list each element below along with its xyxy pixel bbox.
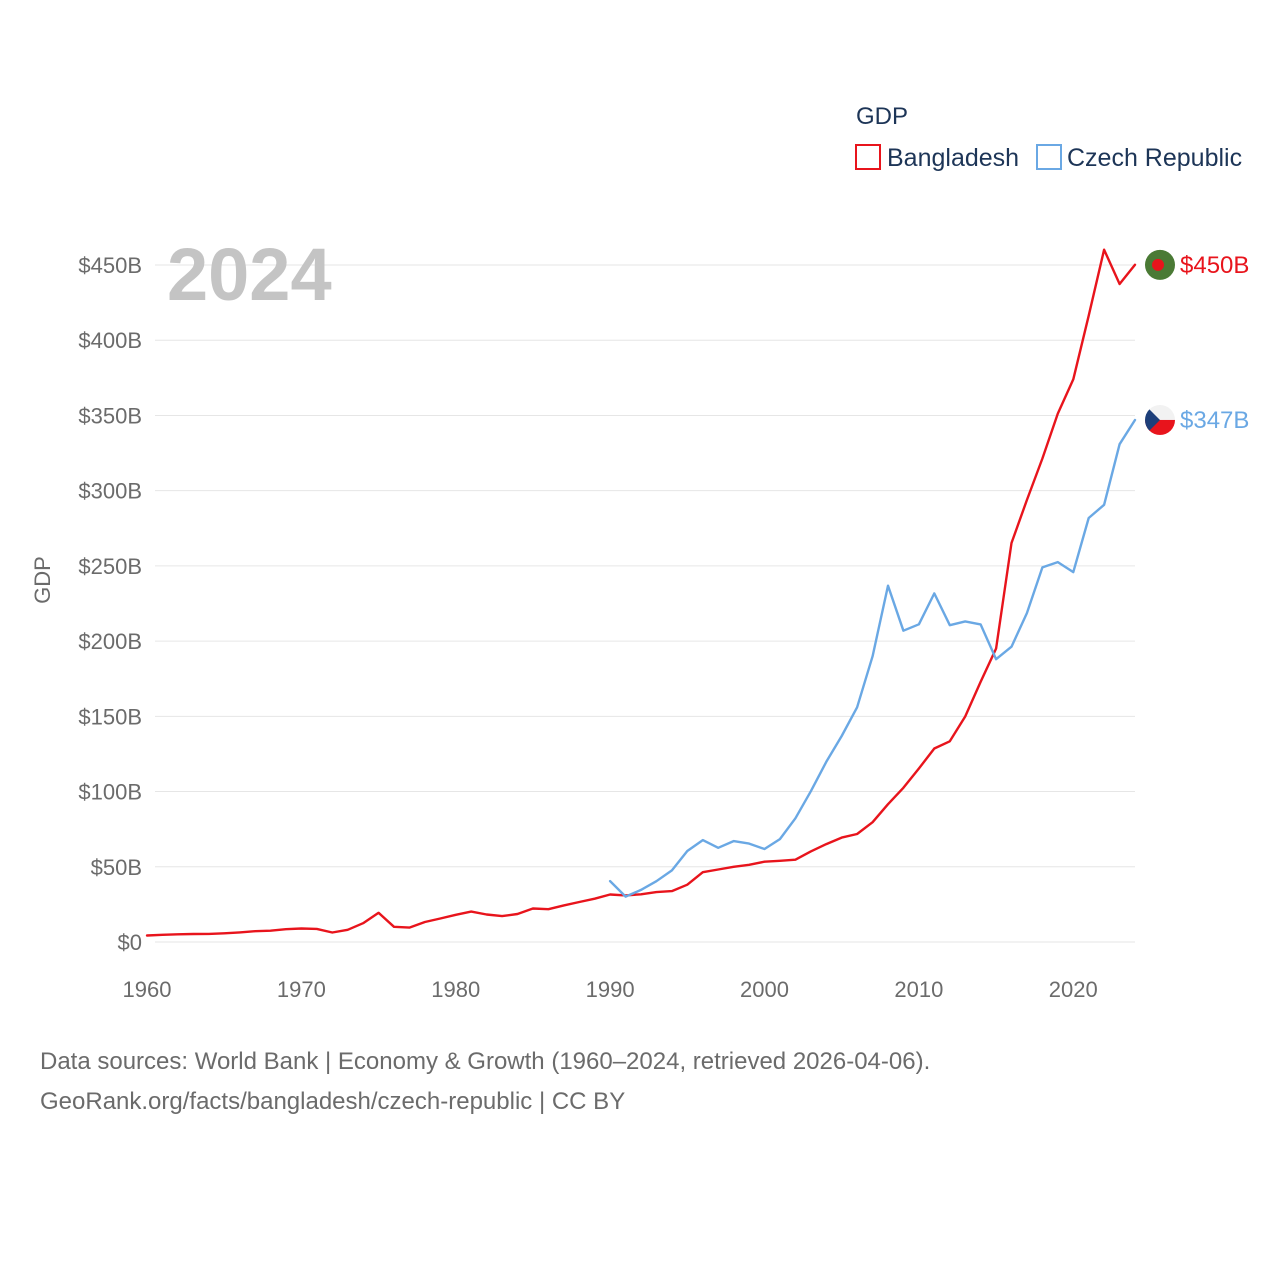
x-tick-label: 2000 [740, 977, 789, 1002]
x-tick-label: 1990 [586, 977, 635, 1002]
y-tick-label: $0 [118, 930, 142, 955]
x-tick-label: 1960 [123, 977, 172, 1002]
end-marker-czech-republic: $347B [1145, 404, 1249, 435]
y-tick-label: $300B [78, 479, 142, 504]
source-line-2[interactable]: GeoRank.org/facts/bangladesh/czech-repub… [40, 1088, 626, 1115]
czech-flag-icon [1145, 404, 1175, 435]
gridlines [155, 264, 1135, 943]
y-tick-label: $400B [78, 328, 142, 353]
legend-item-bangladesh[interactable]: Bangladesh [855, 144, 1019, 172]
legend-swatch-bangladesh [855, 144, 881, 170]
y-tick-label: $100B [78, 780, 142, 805]
y-tick-label: $350B [78, 403, 142, 428]
legend-label-czech-republic: Czech Republic [1067, 144, 1242, 172]
x-tick-label: 2020 [1049, 977, 1098, 1002]
x-tick-label: 2010 [894, 977, 943, 1002]
source-line-1: Data sources: World Bank | Economy & Gro… [40, 1048, 931, 1075]
x-axis-ticks: 1960 1970 1980 1990 2000 2010 2020 [123, 977, 1098, 1002]
y-axis-title: GDP [30, 556, 55, 604]
x-tick-label: 1970 [277, 977, 326, 1002]
series-line-bangladesh [145, 248, 1137, 937]
series-lines [145, 248, 1137, 937]
year-watermark: 2024 [167, 233, 332, 316]
end-marker-bangladesh: $450B [1145, 249, 1249, 280]
y-tick-label: $200B [78, 629, 142, 654]
y-tick-label: $150B [78, 704, 142, 729]
legend-title: GDP [856, 103, 908, 130]
y-axis-ticks: $0 $50B $100B $150B $200B $250B $300B $350B $400… [78, 253, 142, 955]
x-tick-label: 1980 [431, 977, 480, 1002]
y-tick-label: $450B [78, 253, 142, 278]
legend-swatch-czech-republic [1036, 144, 1062, 170]
legend-label-bangladesh: Bangladesh [887, 144, 1019, 172]
bangladesh-flag-disc [1152, 258, 1164, 271]
source-note: Data sources: World Bank | Economy & Gro… [40, 1042, 930, 1122]
legend-item-czech-republic[interactable]: Czech Republic [1036, 144, 1242, 172]
legend: GDP Bangladesh Czech Republic [855, 103, 1242, 172]
y-tick-label: $250B [78, 554, 142, 579]
end-label-bangladesh: $450B [1180, 252, 1249, 279]
series-line-czech-republic [608, 418, 1137, 898]
y-tick-label: $50B [91, 855, 142, 880]
end-label-czech-republic: $347B [1180, 407, 1249, 434]
